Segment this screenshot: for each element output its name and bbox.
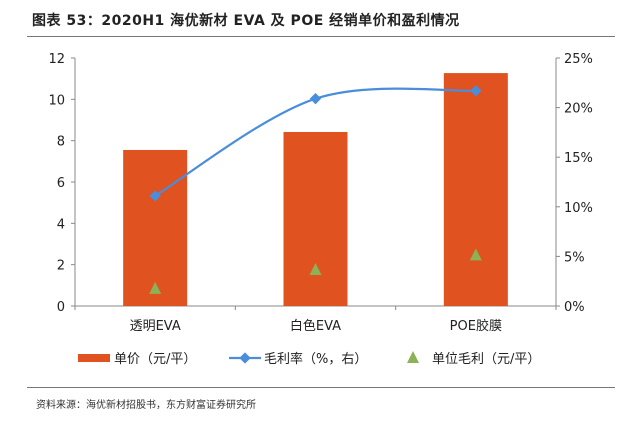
right-tick-label: 5% <box>564 250 585 265</box>
source-note: 资料来源：海优新材招股书，东方财富证券研究所 <box>36 400 256 411</box>
bar-unit-price <box>443 73 508 306</box>
legend-triangle-swatch <box>407 351 419 363</box>
x-tick-label: 白色EVA <box>290 318 341 334</box>
chart-area: 0 2 4 6 8 10 12 0% 5% 10% 15% 20% 25% 透明EVA 白色EVA POE胶膜… <box>48 52 593 367</box>
unit-margin-point <box>149 281 162 294</box>
title-divider <box>27 36 615 37</box>
gross-margin-point <box>309 93 322 105</box>
left-tick-label: 8 <box>57 135 65 150</box>
legend-line-marker <box>239 352 251 364</box>
chart-title: 图表 53：2020H1 海优新材 EVA 及 POE 经销单价和盈利情况 <box>32 13 460 29</box>
bar-unit-price <box>123 149 188 306</box>
right-tick-label: 20% <box>564 102 593 117</box>
gross-margin-point <box>149 190 161 202</box>
left-tick-label: 0 <box>57 300 65 315</box>
left-tick-label: 4 <box>57 217 65 232</box>
legend-bar-swatch <box>78 354 110 362</box>
source-divider <box>27 387 615 388</box>
left-tick-label: 2 <box>57 259 65 274</box>
unit-margin-point <box>469 248 482 261</box>
legend-label-unit-margin: 单位毛利（元/平） <box>432 352 540 367</box>
legend-label-unit-price: 单价（元/平） <box>114 352 196 367</box>
x-tick-label: POE胶膜 <box>450 318 502 334</box>
right-tick-label: 0% <box>564 300 585 315</box>
legend-label-gross-margin: 毛利率（%，右） <box>264 351 367 367</box>
right-tick-label: 10% <box>564 201 593 216</box>
right-tick-label: 15% <box>564 151 593 166</box>
left-tick-label: 10 <box>48 93 65 108</box>
right-tick-label: 25% <box>564 52 593 67</box>
bar-unit-price <box>283 131 348 306</box>
x-tick-label: 透明EVA <box>130 319 181 334</box>
unit-margin-point <box>309 263 322 276</box>
left-tick-label: 12 <box>48 52 65 67</box>
left-tick-label: 6 <box>57 176 65 191</box>
